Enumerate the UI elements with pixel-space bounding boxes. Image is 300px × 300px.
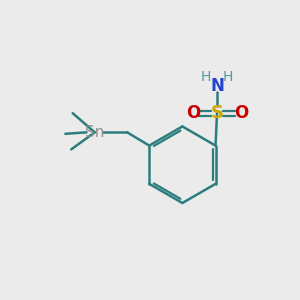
Text: H: H: [201, 70, 211, 84]
Text: H: H: [223, 70, 233, 84]
Text: S: S: [211, 104, 224, 122]
Text: O: O: [186, 104, 200, 122]
Text: O: O: [234, 104, 248, 122]
Text: Sn: Sn: [85, 125, 104, 140]
Text: N: N: [210, 77, 224, 95]
